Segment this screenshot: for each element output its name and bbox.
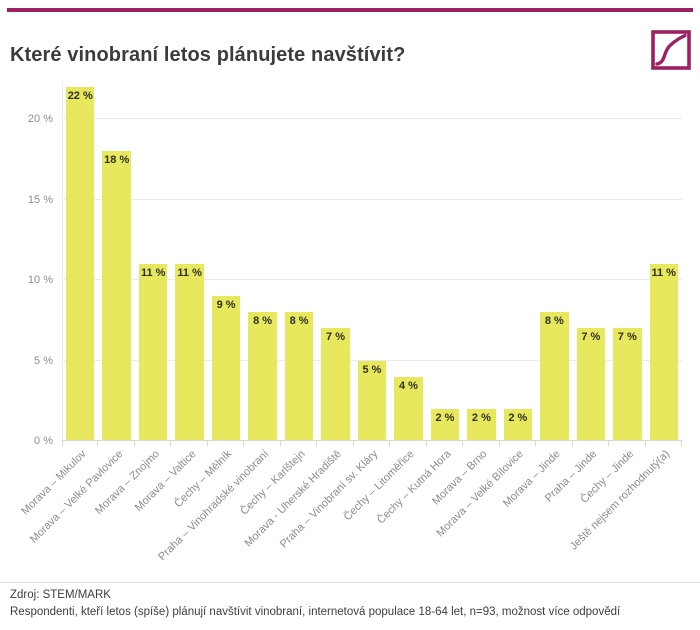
bar-column: 4 % Čechy – Litoměřice bbox=[342, 85, 428, 523]
bar-value-label: 2 % bbox=[471, 411, 491, 424]
gridline bbox=[62, 359, 682, 361]
bar-value-label: 7 % bbox=[581, 331, 601, 344]
y-axis-tick-label: 0 % bbox=[34, 435, 53, 447]
y-axis-tick-label: 5 % bbox=[34, 354, 53, 367]
bar: 2 % bbox=[503, 408, 533, 441]
y-axis-tick-label: 10 % bbox=[27, 274, 53, 286]
bar: 2 % bbox=[430, 408, 460, 441]
bar-column: 2 % Morava – Brno bbox=[430, 85, 501, 508]
bar-value-label: 7 % bbox=[617, 331, 637, 344]
bar-column: 22 % Morava – Mikulov bbox=[19, 85, 99, 517]
bar: 8 % bbox=[248, 312, 277, 441]
bar: 11 % bbox=[649, 263, 678, 441]
x-axis-category-label: Čechy – Karlštejn bbox=[238, 448, 308, 518]
x-axis-category-label: Morava – Mikulov bbox=[19, 448, 89, 518]
bar-column: 9 % Čechy – Mělník bbox=[173, 85, 245, 510]
bar: 7 % bbox=[576, 328, 606, 441]
bar-value-label: 11 % bbox=[651, 266, 676, 279]
bar: 8 % bbox=[540, 312, 569, 441]
bar-column: 8 % Praha – Vinohradské vinobraní bbox=[156, 85, 282, 563]
bar: 18 % bbox=[102, 151, 131, 441]
bar: 4 % bbox=[394, 376, 423, 441]
bar-value-label: 2 % bbox=[508, 411, 528, 424]
bar-column: 7 % Praha – Jinde bbox=[543, 85, 610, 504]
bar-columns: 22 % Morava – Mikulov 18 % Morava – Velké P… bbox=[19, 85, 683, 563]
bar-value-label: 11 % bbox=[177, 266, 202, 279]
bar-value-label: 7 % bbox=[326, 331, 345, 344]
bar-column: 18 % Morava – Velké Pavlovice bbox=[28, 85, 136, 546]
bar-value-label: 11 % bbox=[140, 266, 166, 279]
bar-column: 11 % Morava – Valtice bbox=[132, 85, 209, 514]
bar-column: 7 % Morava - Uherské Hradiště bbox=[243, 85, 355, 549]
bar-column: 8 % Čechy – Karlštejn bbox=[238, 85, 318, 517]
bar: 9 % bbox=[211, 296, 241, 441]
y-axis-tick-label: 15 % bbox=[27, 193, 53, 206]
bar-column: 2 % Čechy – Kutná Hora bbox=[375, 85, 464, 527]
bar: 22 % bbox=[66, 86, 95, 441]
y-axis-tick-label: 20 % bbox=[27, 113, 53, 125]
bar-column: 5 % Praha – Vinobraní sv. Kláry bbox=[278, 85, 391, 550]
source-text: Zdroj: STEM/MARK bbox=[10, 589, 111, 601]
bar-value-label: 18 % bbox=[104, 154, 130, 167]
bar-value-label: 8 % bbox=[253, 315, 273, 328]
bar: 7 % bbox=[613, 328, 642, 441]
footer-divider bbox=[0, 582, 700, 583]
note-text: Respondenti, kteří letos (spíše) plánují… bbox=[10, 606, 621, 618]
bar-column: 11 % Morava – Znojmo bbox=[93, 85, 172, 517]
bar-value-label: 9 % bbox=[216, 299, 236, 312]
bar-value-label: 22 % bbox=[67, 89, 93, 102]
bar-value-label: 8 % bbox=[289, 315, 309, 328]
bar: 7 % bbox=[321, 328, 350, 441]
gridline bbox=[62, 279, 682, 280]
bar-value-label: 2 % bbox=[435, 411, 455, 424]
top-accent-rule bbox=[7, 8, 693, 12]
bar-value-label: 5 % bbox=[362, 363, 382, 376]
bar-column: 2 % Morava – Velké Bílovice bbox=[435, 85, 537, 539]
bar: 5 % bbox=[357, 360, 387, 441]
gridline bbox=[62, 198, 682, 200]
page-title: Které vinobraní letos plánujete navštívi… bbox=[10, 44, 406, 67]
gridline bbox=[62, 118, 682, 119]
bar-value-label: 8 % bbox=[544, 315, 564, 328]
bar-column: 7 % Čechy – Jinde bbox=[578, 85, 646, 506]
x-axis-category-label: Morava – Znojmo bbox=[92, 448, 162, 518]
bar: 2 % bbox=[467, 408, 496, 441]
bar-column: 8 % Morava – Jinde bbox=[501, 85, 574, 510]
stemmark-logo bbox=[650, 29, 692, 71]
stemmark-logo-icon bbox=[651, 30, 691, 70]
bar-value-label: 4 % bbox=[398, 379, 418, 392]
axis-tick bbox=[62, 441, 63, 446]
bar-column: 11 % Ještě nejsem rozhodnutý(a) bbox=[568, 85, 683, 552]
bar: 8 % bbox=[284, 312, 314, 441]
bar-chart: 20 % 15 % 10 % 5 % 0 % 22 % Morava – Mikulov 18… bbox=[19, 81, 683, 563]
bar: 11 % bbox=[138, 263, 168, 441]
bar: 11 % bbox=[175, 263, 204, 441]
